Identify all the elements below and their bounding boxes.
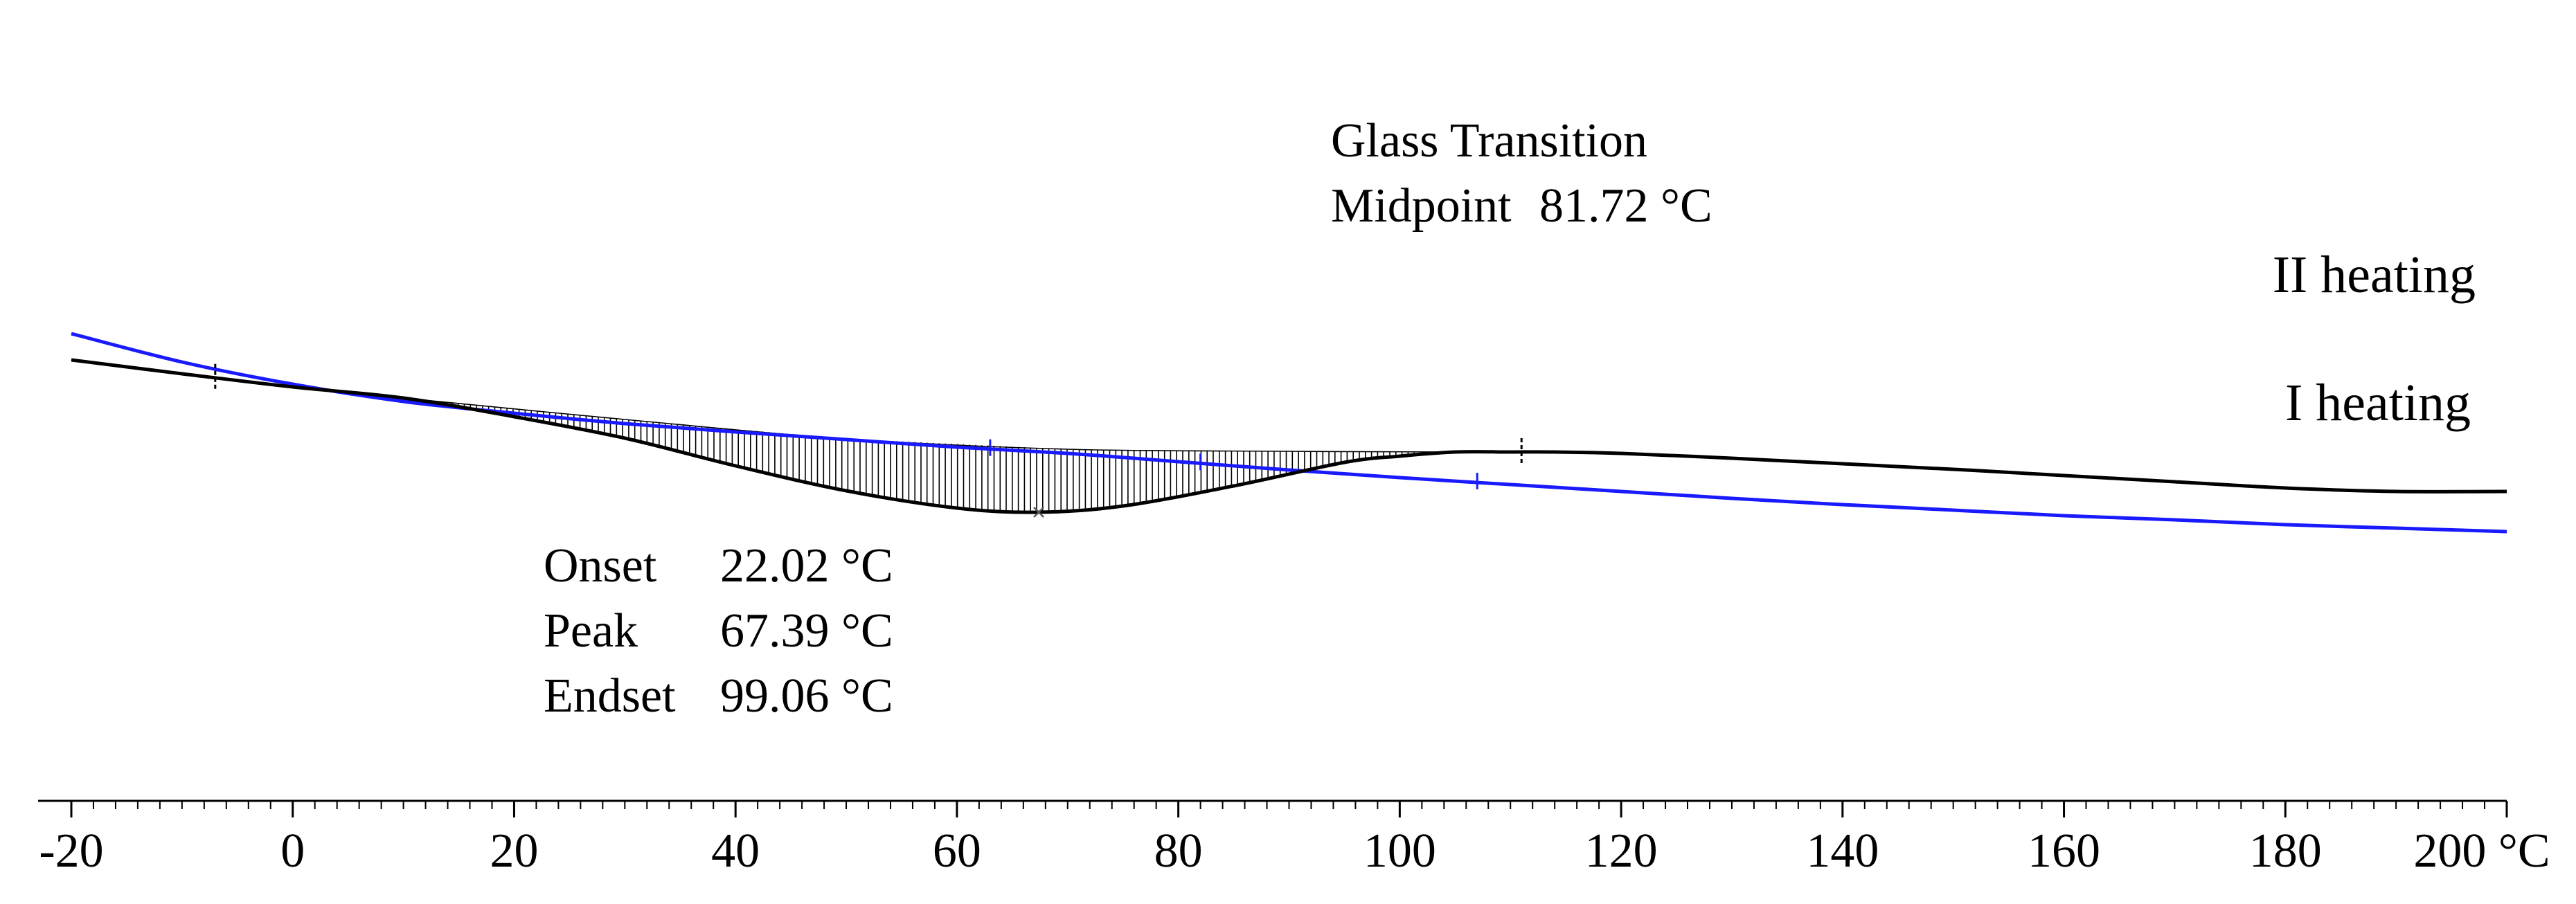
- onset-value: 22.02 °C: [720, 539, 893, 593]
- onset-label: Onset: [544, 539, 657, 593]
- x-tick-label: -20: [39, 824, 103, 878]
- x-tick-label: 80: [1154, 824, 1203, 878]
- series-line-i-heating: [71, 358, 2507, 514]
- x-tick-label: 0: [280, 824, 305, 878]
- x-tick-label: 120: [1585, 824, 1658, 878]
- x-tick-label: 200 °C: [2413, 824, 2550, 878]
- series-label-ii-heating: II heating: [2273, 246, 2476, 304]
- series-line-ii-heating: [71, 332, 2507, 534]
- peak-label: Peak: [544, 604, 638, 658]
- peak-value: 67.39 °C: [720, 604, 893, 658]
- peak-baseline-line: [403, 397, 1456, 453]
- series-label-i-heating: I heating: [2285, 374, 2471, 432]
- x-tick-label: 100: [1363, 824, 1436, 878]
- x-tick-label: 20: [490, 824, 538, 878]
- x-tick-label: 140: [1806, 824, 1879, 878]
- glass-transition-midpoint-label: Midpoint: [1331, 179, 1512, 233]
- x-axis: -20 0 20 40 60 80 100 120 140 160 180 200 °C: [38, 799, 2550, 878]
- series-group: [71, 332, 2507, 534]
- x-tick-label: 160: [2028, 824, 2100, 878]
- x-tick-label: 60: [933, 824, 981, 878]
- x-tick-label: 180: [2249, 824, 2322, 878]
- endset-value: 99.06 °C: [720, 669, 893, 723]
- glass-transition-midpoint-value: 81.72 °C: [1539, 179, 1712, 233]
- peak-marker: [1033, 507, 1044, 518]
- marker-group: [214, 363, 1523, 518]
- x-tick-label: 40: [711, 824, 760, 878]
- peak-area-hatch-group: [403, 397, 1456, 512]
- endset-label: Endset: [544, 669, 676, 723]
- glass-transition-title: Glass Transition: [1331, 114, 1647, 168]
